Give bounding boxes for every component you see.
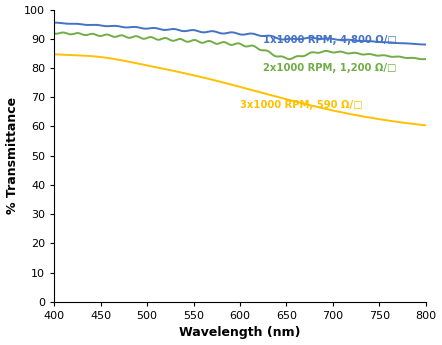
Text: 1x1000 RPM, 4,800 Ω/□: 1x1000 RPM, 4,800 Ω/□ [263, 35, 397, 45]
Text: 3x1000 RPM, 590 Ω/□: 3x1000 RPM, 590 Ω/□ [240, 100, 362, 110]
Y-axis label: % Transmittance: % Transmittance [6, 97, 19, 214]
Text: 2x1000 RPM, 1,200 Ω/□: 2x1000 RPM, 1,200 Ω/□ [263, 63, 397, 73]
X-axis label: Wavelength (nm): Wavelength (nm) [179, 326, 301, 339]
